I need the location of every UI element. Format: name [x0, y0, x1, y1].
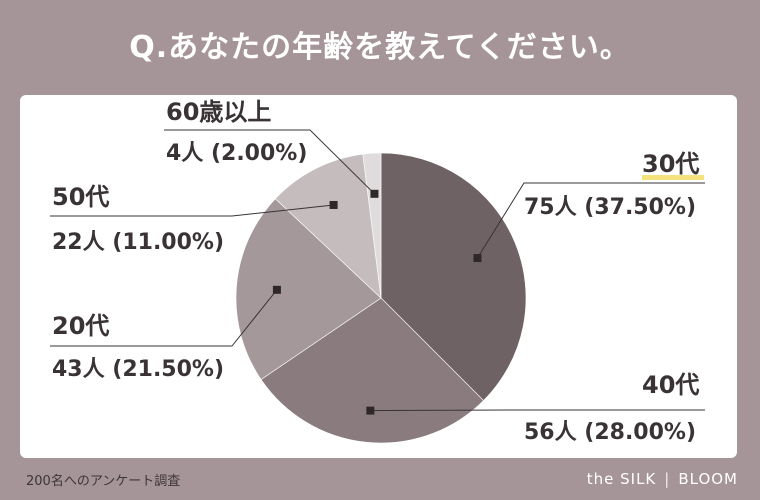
pie-slice [260, 297, 484, 444]
pie-slice [380, 152, 527, 401]
brand-separator: | [664, 470, 671, 488]
slice-category-label: 20代 [52, 312, 109, 340]
category-highlight [642, 175, 704, 180]
slice-category-label: 50代 [52, 183, 109, 211]
slice-count-label: 22人 (11.00%) [52, 230, 224, 255]
slice-count-label: 75人 (37.50%) [524, 195, 696, 220]
brand-logo: the SILK | BLOOM [587, 470, 738, 488]
slice-marker [370, 189, 379, 198]
slice-count-label: 43人 (21.50%) [52, 357, 224, 382]
slice-category-label: 40代 [642, 371, 699, 399]
brand-left: the SILK [586, 470, 657, 488]
leader-line [164, 129, 375, 195]
brand-right: BLOOM [678, 470, 738, 488]
slice-count-label: 56人 (28.00%) [524, 420, 696, 445]
slice-count-label: 4人 (2.00%) [166, 141, 307, 166]
pie-slice [235, 198, 382, 380]
slice-marker [366, 406, 375, 415]
slice-marker [272, 285, 281, 294]
slice-marker [473, 254, 482, 263]
slice-category-label: 60歳以上 [166, 98, 271, 126]
slice-marker [329, 200, 338, 209]
leader-line [50, 289, 278, 347]
leader-line [370, 409, 705, 412]
pie-slice [362, 152, 382, 299]
pie-slice [274, 153, 382, 299]
survey-note: 200名へのアンケート調査 [26, 474, 181, 489]
leader-line [477, 182, 705, 259]
slice-category-label: 30代 [642, 150, 699, 178]
leader-line [50, 204, 334, 217]
page-title: Q.あなたの年齢を教えてください。 [129, 30, 631, 65]
